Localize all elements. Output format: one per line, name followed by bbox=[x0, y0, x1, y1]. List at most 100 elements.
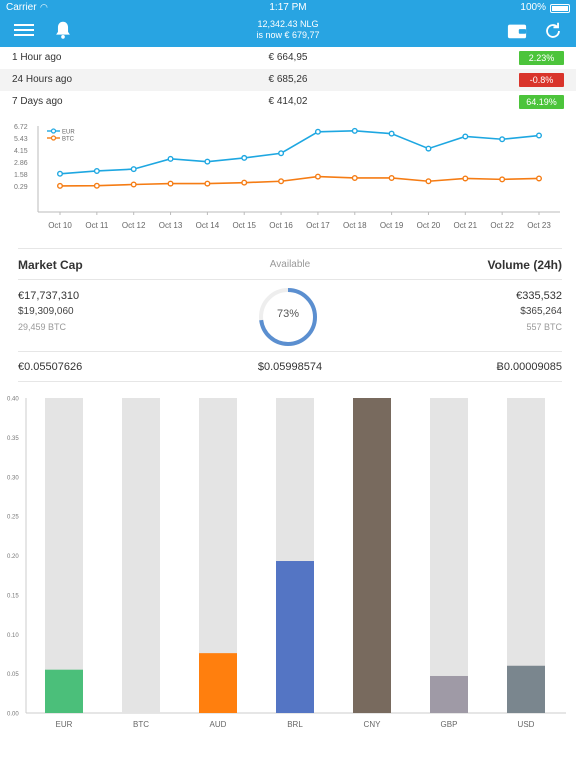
volume-heading: Volume (24h) bbox=[487, 258, 562, 272]
price-row-label: 24 Hours ago bbox=[12, 74, 73, 85]
series-line-btc bbox=[59, 175, 540, 187]
price-usd: $0.05998574 bbox=[257, 361, 323, 373]
bar-brl bbox=[276, 561, 314, 713]
x-tick-label: Oct 12 bbox=[122, 221, 146, 230]
data-point bbox=[388, 174, 395, 181]
y-tick-label: 1.58 bbox=[14, 172, 28, 179]
data-point bbox=[536, 132, 543, 139]
legend-label: BTC bbox=[62, 137, 75, 143]
price-row-label: 1 Hour ago bbox=[12, 52, 62, 63]
divider bbox=[18, 351, 562, 352]
market-stats: Market Cap Available Volume (24h) €17,73… bbox=[18, 248, 562, 382]
price-row-24h[interactable]: 24 Hours ago € 685,26 -0.8% bbox=[0, 69, 576, 91]
x-tick-label: Oct 20 bbox=[417, 221, 441, 230]
data-point bbox=[241, 179, 248, 186]
status-time: 1:17 PM bbox=[269, 2, 307, 13]
nav-bar: 12,342.43 NLG is now € 679,77 bbox=[0, 16, 576, 47]
available-percentage: 73% bbox=[276, 308, 300, 320]
x-tick-label: Oct 23 bbox=[527, 221, 551, 230]
x-tick-label: Oct 19 bbox=[380, 221, 404, 230]
price-row-value: € 414,02 bbox=[268, 96, 308, 107]
y-tick-label: 2.86 bbox=[14, 160, 28, 167]
x-tick-label: Oct 11 bbox=[85, 221, 109, 230]
y-tick-label: 0.20 bbox=[7, 554, 19, 560]
bar-cny bbox=[353, 398, 391, 713]
available-donut-arc bbox=[259, 288, 317, 346]
y-tick-label: 0.25 bbox=[7, 515, 19, 521]
status-bar: Carrier ◠ 1:17 PM 100% bbox=[0, 0, 576, 16]
x-tick-label: Oct 13 bbox=[159, 221, 183, 230]
data-point bbox=[57, 170, 64, 177]
data-point bbox=[499, 136, 506, 143]
price-btc: Ƀ0.00009085 bbox=[496, 361, 562, 373]
available-heading: Available bbox=[269, 259, 311, 270]
data-point bbox=[130, 181, 137, 188]
available-donut bbox=[259, 288, 317, 346]
price-eur: €0.05507626 bbox=[18, 361, 83, 373]
price-row-value: € 664,95 bbox=[268, 52, 308, 63]
legend-marker bbox=[50, 135, 57, 141]
y-tick-label: 0.00 bbox=[7, 712, 19, 718]
volume-btc: 557 BTC bbox=[526, 322, 562, 332]
price-line-chart: 6.72 5.43 4.15 2.86 1.58 0.29 Oct 10 Oct 11 Oct … bbox=[14, 124, 560, 230]
y-tick-label: 0.10 bbox=[7, 633, 19, 639]
y-tick-label: 5.43 bbox=[14, 136, 28, 143]
y-tick-label: 6.72 bbox=[14, 124, 28, 131]
y-tick-label: 0.05 bbox=[7, 672, 19, 678]
price-row-7d[interactable]: 7 Days ago € 414,02 64.19% bbox=[0, 91, 576, 113]
menu-icon[interactable] bbox=[14, 21, 34, 41]
data-point bbox=[388, 130, 395, 137]
price-row-1h[interactable]: 1 Hour ago € 664,95 2.23% bbox=[0, 47, 576, 69]
x-tick-label: GBP bbox=[441, 720, 458, 729]
data-point bbox=[130, 166, 137, 173]
bar-aud bbox=[199, 653, 237, 713]
data-point bbox=[93, 182, 100, 189]
divider bbox=[18, 279, 562, 280]
bar-track bbox=[45, 398, 83, 713]
data-point bbox=[425, 178, 432, 185]
bar-gbp bbox=[430, 675, 468, 713]
y-tick-label: 0.29 bbox=[14, 184, 28, 191]
data-point bbox=[351, 127, 358, 134]
data-point bbox=[462, 175, 469, 182]
x-tick-label: Oct 14 bbox=[196, 221, 220, 230]
y-tick-label: 0.30 bbox=[7, 475, 19, 481]
volume-usd: $365,264 bbox=[520, 306, 562, 317]
x-tick-label: USD bbox=[518, 720, 535, 729]
data-point bbox=[314, 128, 321, 135]
wallet-icon[interactable] bbox=[506, 21, 528, 41]
data-point bbox=[278, 178, 285, 185]
bar-track bbox=[430, 398, 468, 713]
market-cap-btc: 29,459 BTC bbox=[18, 322, 67, 332]
x-tick-label: Oct 21 bbox=[454, 221, 478, 230]
battery-percentage: 100% bbox=[520, 2, 546, 13]
x-tick-label: Oct 18 bbox=[343, 221, 367, 230]
divider bbox=[18, 248, 562, 249]
data-point bbox=[499, 176, 506, 183]
bar-eur bbox=[45, 669, 83, 713]
change-badge: 64.19% bbox=[519, 95, 564, 109]
x-tick-label: Oct 22 bbox=[490, 221, 514, 230]
legend-label: EUR bbox=[62, 130, 75, 136]
volume-eur: €335,532 bbox=[516, 290, 562, 302]
data-point bbox=[314, 173, 321, 180]
x-tick-label: Oct 10 bbox=[48, 221, 72, 230]
change-badge: -0.8% bbox=[519, 73, 564, 87]
bell-icon[interactable] bbox=[52, 19, 74, 41]
bar-usd bbox=[507, 665, 545, 713]
x-tick-label: Oct 17 bbox=[306, 221, 330, 230]
price-row-label: 7 Days ago bbox=[12, 96, 63, 107]
x-tick-label: EUR bbox=[56, 720, 73, 729]
y-tick-label: 0.15 bbox=[7, 593, 19, 599]
market-cap-eur: €17,737,310 bbox=[18, 290, 80, 302]
refresh-icon[interactable] bbox=[542, 20, 564, 42]
price-row-value: € 685,26 bbox=[268, 74, 308, 85]
carrier-label: Carrier bbox=[6, 2, 37, 13]
market-cap-heading: Market Cap bbox=[18, 258, 83, 272]
x-tick-label: AUD bbox=[210, 720, 227, 729]
data-point bbox=[93, 167, 100, 174]
divider bbox=[18, 381, 562, 382]
bar-track bbox=[507, 398, 545, 713]
data-point bbox=[536, 175, 543, 182]
data-point bbox=[167, 180, 174, 187]
